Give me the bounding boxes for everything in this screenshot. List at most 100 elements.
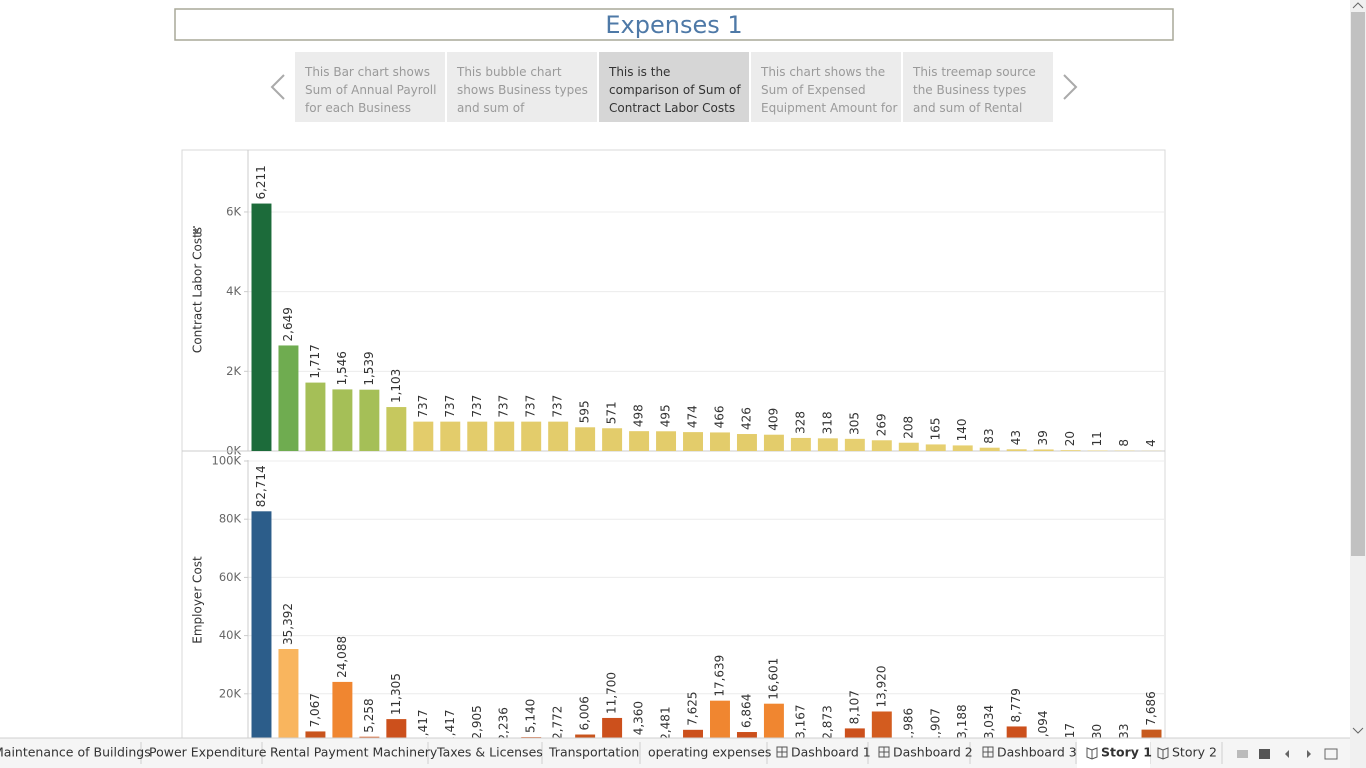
story-point-caption[interactable]: This bubble chart shows Business types and… [456,65,588,115]
bar [736,434,757,451]
sheet-tab[interactable]: Dashboard 1 [791,745,871,760]
sheet-tab[interactable]: Story 2 [1172,745,1217,760]
bar [763,434,784,451]
story-point-box[interactable] [447,52,597,122]
bar [817,438,838,451]
bar [467,421,488,451]
story-icon [1086,747,1098,760]
sheet-tab[interactable]: Taxes & Licenses [436,745,543,760]
data-label: 6,864 [739,694,753,728]
y-tick-label: 2K [226,364,241,378]
sheet-tab[interactable]: Transportation [548,745,639,760]
scroll-up[interactable] [1352,2,1364,9]
bar [763,703,784,738]
data-label: 305 [847,412,861,435]
next-arrow[interactable] [1063,74,1078,100]
story-point-caption[interactable]: This Bar chart shows Sum of Annual Payrol… [304,65,436,115]
sheet-tab[interactable]: operating expenses [648,745,771,760]
story-point[interactable]: This bubble chart shows Business types and… [447,52,597,122]
data-label: 13,920 [874,665,888,707]
bar [251,203,272,451]
tab-prev[interactable] [1285,750,1289,758]
data-label: 4,360 [632,701,646,735]
data-label: 17,639 [712,655,726,697]
sort-icon[interactable] [193,226,201,234]
y-axis-title: Employer Cost [191,556,205,644]
data-label: 3,188 [955,704,969,738]
data-label: 5,140 [524,699,538,733]
data-label: 7,686 [1144,691,1158,725]
scroll-thumb[interactable] [1351,12,1365,556]
bar [251,511,272,738]
data-label: 595 [578,400,592,423]
data-label: 426 [739,407,753,430]
bar [844,728,865,738]
data-label: 269 [874,413,888,436]
sheet-tab[interactable]: Dashboard 2 [893,745,973,760]
sheet-tab[interactable]: Rental Payment Machinery [270,745,438,760]
story-point-box[interactable] [751,52,901,122]
data-label: 474 [686,405,700,428]
story-point-caption[interactable]: This treemap source the Business types and… [912,65,1036,115]
bar [1141,729,1162,738]
prev-arrow[interactable] [270,74,285,100]
tab-next[interactable] [1307,750,1311,758]
bar [332,389,353,451]
y-tick-label: 40K [219,628,242,642]
y-tick-label: 60K [219,570,242,584]
fullscreen[interactable] [1324,748,1338,760]
grid-view[interactable] [1237,750,1248,758]
bar [710,700,730,738]
data-label: 430 [1090,724,1104,747]
bar [386,407,407,451]
scroll-down[interactable] [1352,727,1364,734]
data-label: 737 [551,395,565,418]
data-label: 4 [1144,439,1158,447]
story-point-box[interactable] [599,52,749,122]
sheet-tab[interactable]: Maintenance of Buildings [0,745,151,760]
bar [575,427,596,451]
data-label: 498 [632,404,646,427]
data-label: 16,601 [766,658,780,700]
data-label: 11 [1090,431,1104,446]
story-title: Expenses 1 [605,11,742,39]
bar [413,421,434,451]
y-tick-label: 80K [219,512,242,526]
story-point[interactable]: This chart shows the Sum of Expensed Equip… [751,52,901,122]
bar [575,734,596,738]
sheet-tab[interactable]: Dashboard 3 [997,745,1077,760]
story-point-box[interactable] [295,52,445,122]
data-label: 737 [443,395,457,418]
sheet-tab[interactable]: Power Expenditure [149,745,267,760]
bar [683,432,703,451]
bar [359,736,380,738]
data-label: 1,417 [443,710,457,744]
data-label: 571 [605,401,619,424]
data-label: 1,986 [901,708,915,742]
bar [952,445,973,451]
filmstrip-view[interactable] [1259,749,1270,759]
story-point[interactable]: This Bar chart shows Sum of Annual Payrol… [295,52,445,122]
bar [656,431,677,451]
bar [332,681,353,738]
data-label: 83 [982,428,996,443]
bar [305,382,326,451]
story-point-caption[interactable]: This is the comparison of Sum of Contract … [608,65,741,115]
story-point-box[interactable] [903,52,1053,122]
y-tick-label: 4K [226,284,241,298]
bar [1060,450,1081,451]
sheet-tab[interactable]: Story 1 [1101,745,1152,760]
data-label: 208 [901,416,915,439]
bar [790,437,811,451]
bar [440,421,461,451]
data-label: 717 [1063,723,1077,746]
data-label: 328 [793,411,807,434]
story-point-caption[interactable]: This chart shows the Sum of Expensed Equip… [760,65,897,115]
data-label: 2,649 [281,307,295,341]
bar [278,649,299,738]
data-label: 495 [659,404,673,427]
story-point[interactable]: This treemap source the Business types and… [903,52,1053,122]
data-label: 737 [470,395,484,418]
y-axis-title: Contract Labor Costs [191,227,205,353]
story-point[interactable]: This is the comparison of Sum of Contract … [599,52,749,122]
